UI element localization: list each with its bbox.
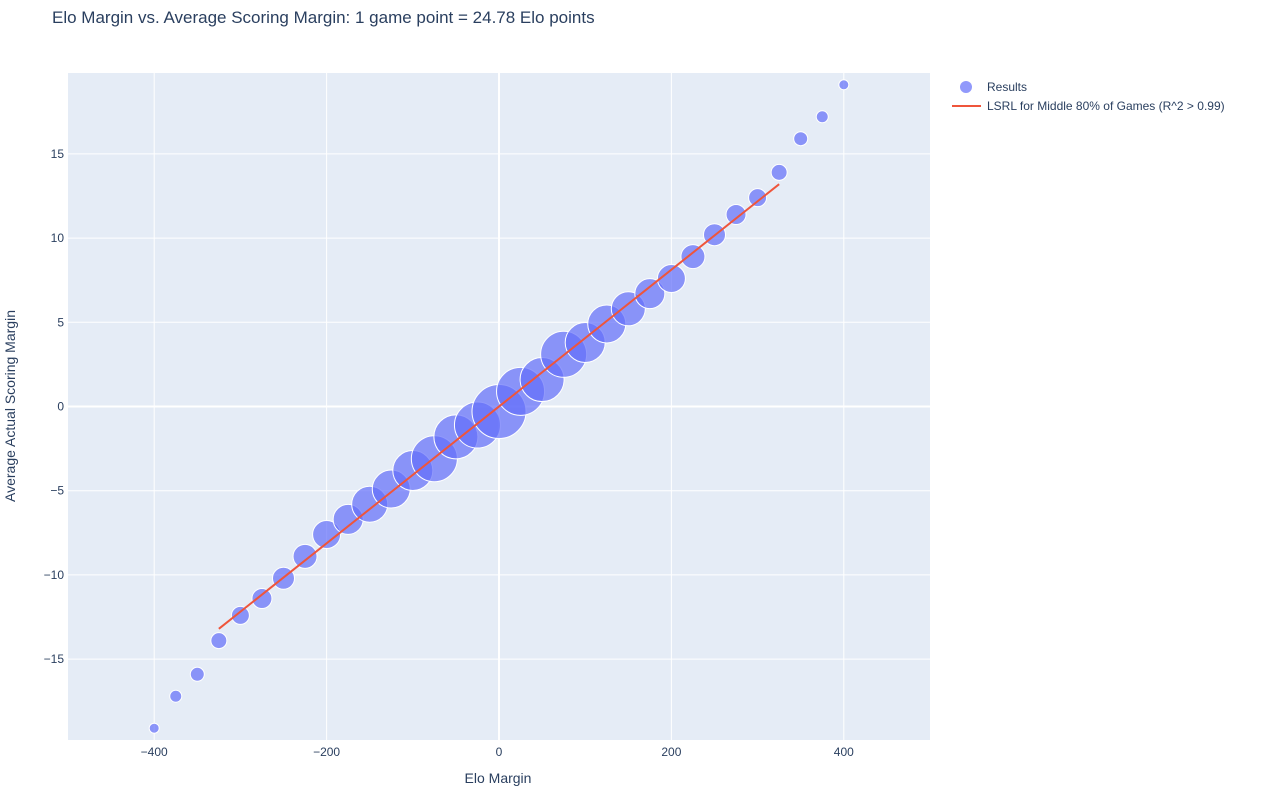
legend-lsrl-label[interactable]: LSRL for Middle 80% of Games (R^2 > 0.99… — [987, 99, 1225, 113]
legend-results-marker — [960, 81, 972, 93]
results-point — [210, 632, 228, 650]
chart-title: Elo Margin vs. Average Scoring Margin: 1… — [52, 8, 595, 27]
results-point — [634, 278, 666, 310]
y-tick-label: 10 — [51, 231, 65, 245]
results-point — [169, 689, 183, 703]
results-point — [230, 605, 250, 625]
lsrl-line-segment — [218, 183, 780, 630]
results-point — [656, 263, 686, 293]
results-point — [148, 722, 160, 734]
results-point — [748, 188, 768, 208]
y-axis-label: Average Actual Scoring Margin — [2, 310, 18, 502]
y-tick-label: −5 — [50, 484, 64, 498]
results-point — [312, 520, 342, 550]
results-point — [815, 110, 829, 124]
x-tick-label: 400 — [834, 745, 854, 759]
results-point — [793, 131, 809, 147]
y-tick-label: 15 — [51, 147, 65, 161]
results-point — [680, 244, 706, 270]
legend[interactable]: Results LSRL for Middle 80% of Games (R^… — [952, 80, 1225, 113]
legend-results-label[interactable]: Results — [987, 80, 1027, 94]
results-points — [148, 79, 850, 734]
x-tick-labels: −400 −200 0 200 400 — [141, 745, 854, 759]
x-axis-label: Elo Margin — [465, 770, 532, 786]
y-tick-label: −10 — [44, 568, 65, 582]
results-point — [251, 588, 273, 610]
x-tick-label: 0 — [496, 745, 503, 759]
results-point — [838, 79, 850, 91]
y-tick-label: 0 — [57, 400, 64, 414]
x-tick-label: −200 — [313, 745, 340, 759]
results-point — [292, 543, 318, 569]
results-point — [189, 666, 205, 682]
y-tick-labels: −15 −10 −5 0 5 10 15 — [44, 147, 65, 666]
results-point — [725, 203, 747, 225]
y-tick-label: −15 — [44, 652, 65, 666]
x-tick-label: −400 — [141, 745, 168, 759]
lsrl-line — [218, 183, 780, 630]
y-tick-label: 5 — [57, 315, 64, 329]
x-tick-label: 200 — [661, 745, 681, 759]
results-point — [770, 163, 788, 181]
